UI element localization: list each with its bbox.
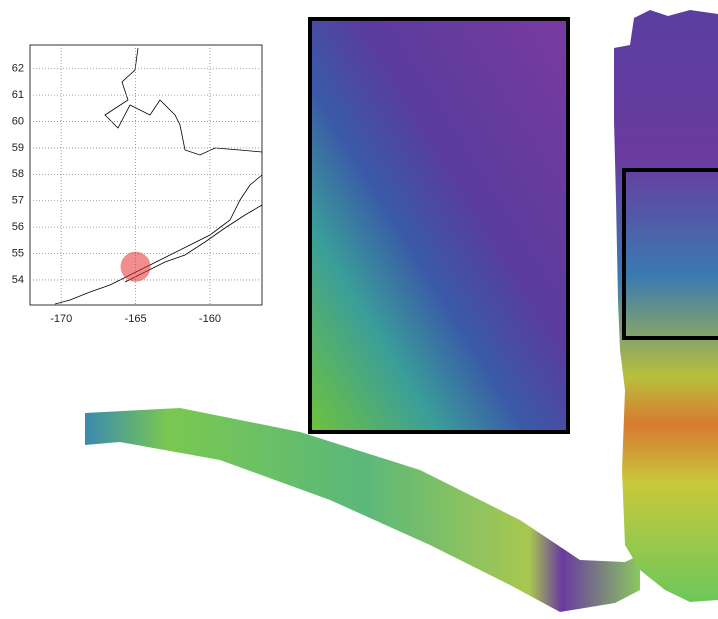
survey-strip bbox=[614, 10, 718, 602]
location-marker bbox=[121, 252, 151, 282]
y-tick-label: 61 bbox=[12, 89, 24, 101]
y-tick-label: 58 bbox=[12, 168, 24, 180]
y-tick-label: 54 bbox=[12, 274, 24, 286]
x-tick-label: -170 bbox=[50, 313, 72, 325]
y-tick-label: 59 bbox=[12, 142, 24, 154]
locator-map: -170 -165 -160 54 55 56 57 58 59 60 61 62 bbox=[12, 45, 262, 325]
inset-image bbox=[310, 19, 568, 432]
figure: -170 -165 -160 54 55 56 57 58 59 60 61 62 bbox=[0, 0, 718, 619]
y-tick-label: 57 bbox=[12, 195, 24, 207]
y-tick-label: 55 bbox=[12, 247, 24, 259]
y-tick-label: 56 bbox=[12, 221, 24, 233]
y-tick-label: 62 bbox=[12, 63, 24, 75]
survey-swath bbox=[85, 408, 640, 612]
x-tick-label: -165 bbox=[125, 313, 147, 325]
y-tick-label: 60 bbox=[12, 115, 24, 127]
x-tick-label: -160 bbox=[199, 313, 221, 325]
